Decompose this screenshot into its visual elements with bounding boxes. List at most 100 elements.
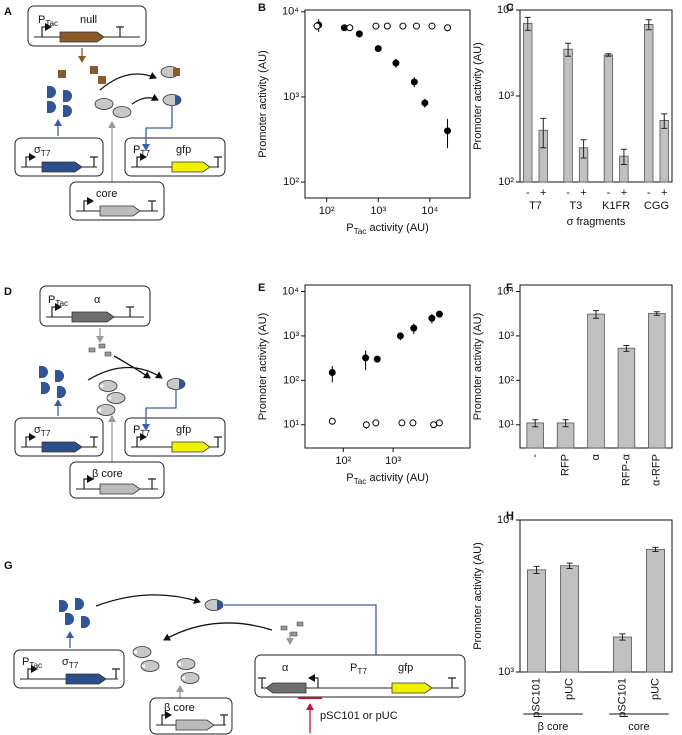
label-part: σ [34, 424, 41, 436]
molecule [176, 658, 196, 670]
data-point [444, 24, 452, 32]
label-part: T7 [69, 661, 79, 670]
data-point [328, 369, 336, 377]
label: β core [92, 468, 123, 480]
group-label: T7 [529, 200, 542, 212]
x-tick-label: RFP-α [620, 453, 632, 486]
molecule [81, 616, 90, 628]
label: null [80, 14, 97, 26]
x-tick-label: pSC101 [616, 678, 628, 718]
molecule [140, 660, 160, 672]
y-tick-label: 10³ [498, 90, 514, 102]
terminator [214, 156, 222, 167]
panel-label: E [258, 282, 265, 294]
y-axis-title: Promoter activity (AU) [472, 42, 484, 150]
molecule [94, 98, 114, 110]
label: σT7 [34, 144, 51, 158]
label: α [94, 294, 101, 306]
link [142, 390, 177, 431]
construct-box [27, 5, 147, 47]
data-point [444, 127, 452, 135]
error-bar [619, 633, 626, 641]
x-axis-title: PTac activity (AU) [346, 222, 429, 236]
data-point [372, 419, 380, 427]
gene [99, 205, 141, 217]
molecule [41, 382, 50, 394]
y-axis-title: Promoter activity (AU) [472, 542, 484, 650]
label-part: Tac [29, 661, 42, 670]
bar [603, 54, 614, 183]
data-point [374, 45, 382, 53]
arrow [99, 71, 157, 91]
label-part: T7 [140, 429, 150, 438]
promoter [83, 475, 94, 489]
label-part: σ [62, 656, 69, 668]
arrow [163, 622, 273, 641]
label-part: Tac [55, 299, 68, 308]
promoter [308, 674, 319, 688]
bar [645, 549, 665, 673]
label: core [96, 188, 117, 200]
label-part: T7 [140, 149, 150, 158]
y-tick-label: 10² [498, 374, 514, 386]
arrow [131, 93, 159, 105]
molecule [160, 66, 181, 78]
promoter [27, 665, 38, 679]
label-part: P [48, 294, 55, 306]
gene [265, 682, 307, 694]
error-bar [562, 419, 569, 428]
label: PT7 [133, 144, 150, 158]
label-part: P [350, 662, 357, 674]
arrow [87, 366, 163, 381]
error-bar [566, 562, 573, 569]
bar [563, 48, 573, 183]
molecule [90, 66, 98, 74]
y-tick-label: 10³ [283, 330, 299, 342]
data-point [409, 419, 417, 427]
error-bar [565, 42, 572, 57]
data-point [410, 324, 418, 332]
label-part: P [38, 14, 45, 26]
x-tick-label: pUC [649, 678, 661, 700]
construct-box [39, 285, 151, 327]
x-tick-label: pUC [563, 678, 575, 700]
y-tick-label: 10¹ [498, 419, 514, 431]
gene [171, 441, 211, 453]
molecule [280, 625, 288, 631]
y-tick-label: 10⁴ [282, 6, 299, 18]
molecule [180, 672, 200, 684]
x-tick-label: + [661, 187, 667, 199]
x-axis-title: σ fragments [567, 216, 626, 228]
promoter [161, 711, 172, 725]
bar [527, 569, 547, 673]
x-tick-label: - [607, 187, 611, 199]
molecule [204, 599, 224, 611]
molecule [106, 392, 126, 404]
panel-label: A [4, 6, 12, 18]
x-axis-title: PTac activity (AU) [346, 472, 429, 486]
label-part: P [133, 144, 140, 156]
data-point [398, 419, 406, 427]
molecule [55, 370, 64, 382]
x-tick-label: + [580, 187, 586, 199]
plot-frame [304, 284, 471, 449]
label-part: T7 [41, 149, 51, 158]
gene [175, 719, 215, 731]
label: PTac [38, 14, 58, 28]
error-bar [661, 113, 668, 129]
panel-label: C [506, 2, 514, 14]
y-tick-label: 10³ [283, 91, 299, 103]
x-tick-label: 10³ [385, 455, 401, 467]
y-tick-label: 10⁴ [497, 4, 514, 16]
x-tick-label: - [647, 187, 651, 199]
panel-label: G [4, 560, 13, 572]
gene [41, 441, 83, 453]
label: PT7 [350, 662, 367, 676]
gene [65, 673, 107, 685]
group-label: K1FR [602, 200, 630, 212]
y-axis-title: Promoter activity (AU) [472, 313, 484, 421]
x-tick-label: α-RFP [651, 454, 663, 486]
label: PTac [48, 294, 68, 308]
molecule [96, 404, 116, 416]
